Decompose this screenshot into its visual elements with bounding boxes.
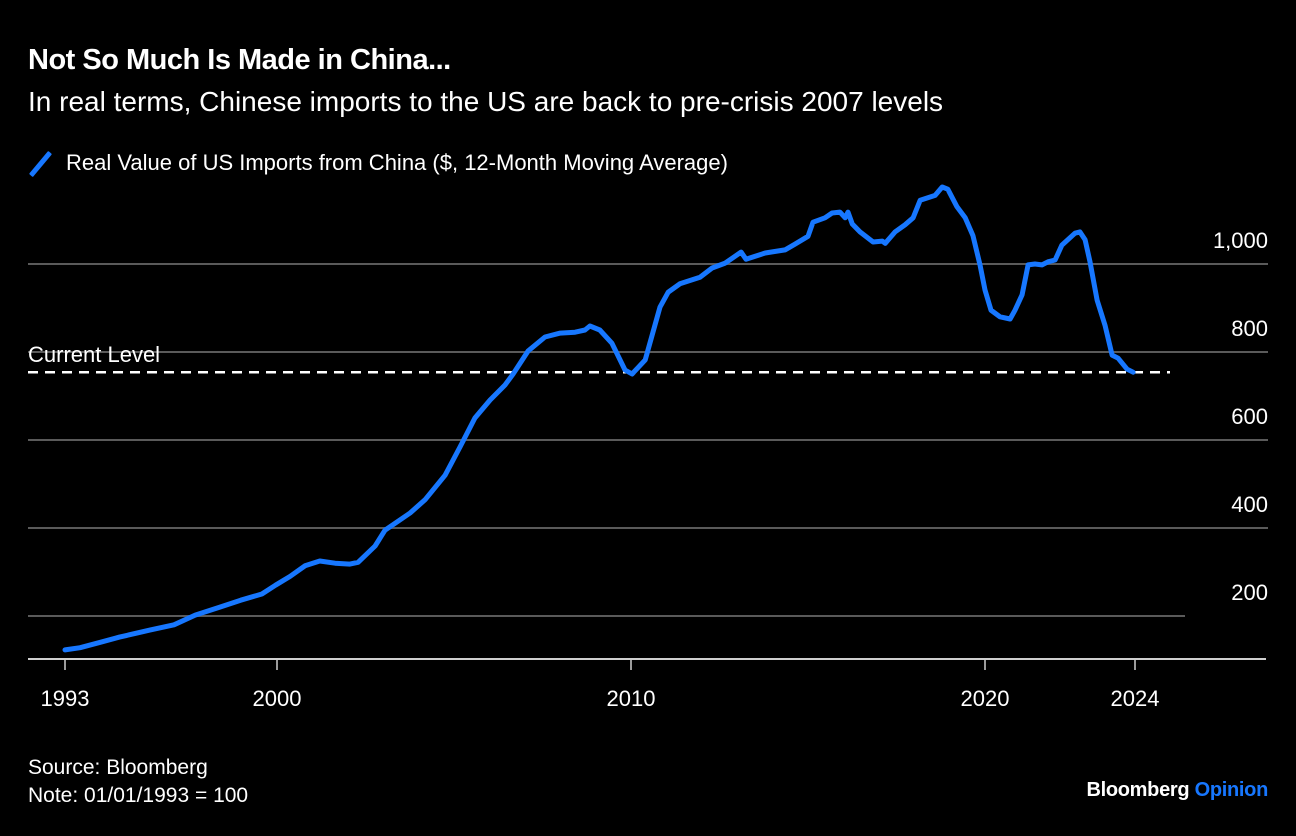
y-tick-label: 400: [1231, 492, 1268, 517]
y-tick-label: 1,000: [1213, 228, 1268, 253]
chart-subtitle: In real terms, Chinese imports to the US…: [28, 86, 944, 117]
logo-brand: Bloomberg: [1086, 779, 1190, 801]
x-tick-label: 2024: [1111, 686, 1160, 711]
gridlines: [28, 263, 1268, 617]
legend: Real Value of US Imports from China ($, …: [28, 148, 728, 178]
logo-product: Opinion: [1194, 779, 1269, 801]
x-axis: 1993 2000 2010 2020 2024: [41, 660, 1160, 711]
footer: Source: Bloomberg Note: 01/01/1993 = 100: [28, 754, 248, 810]
index-note: Note: 01/01/1993 = 100: [28, 784, 249, 807]
bloomberg-opinion-logo: Bloomberg Opinion: [1086, 779, 1268, 802]
x-tick-label: 2010: [607, 686, 656, 711]
chart-title: Not So Much Is Made in China...: [28, 44, 451, 76]
legend-label: Real Value of US Imports from China ($, …: [66, 150, 728, 175]
y-axis: 200 400 600 800 1,000: [1213, 228, 1268, 605]
current-level-annotation: Current Level: [28, 342, 1170, 374]
x-tick-label: 1993: [41, 686, 90, 711]
x-tick-label: 2020: [961, 686, 1010, 711]
y-tick-label: 800: [1231, 316, 1268, 341]
series-line-us-imports-china: [62, 184, 1136, 653]
current-level-label: Current Level: [28, 342, 160, 367]
y-tick-label: 600: [1231, 404, 1268, 429]
source-note: Source: Bloomberg: [28, 756, 208, 779]
y-tick-label: 200: [1231, 580, 1268, 605]
x-tick-label: 2000: [253, 686, 302, 711]
